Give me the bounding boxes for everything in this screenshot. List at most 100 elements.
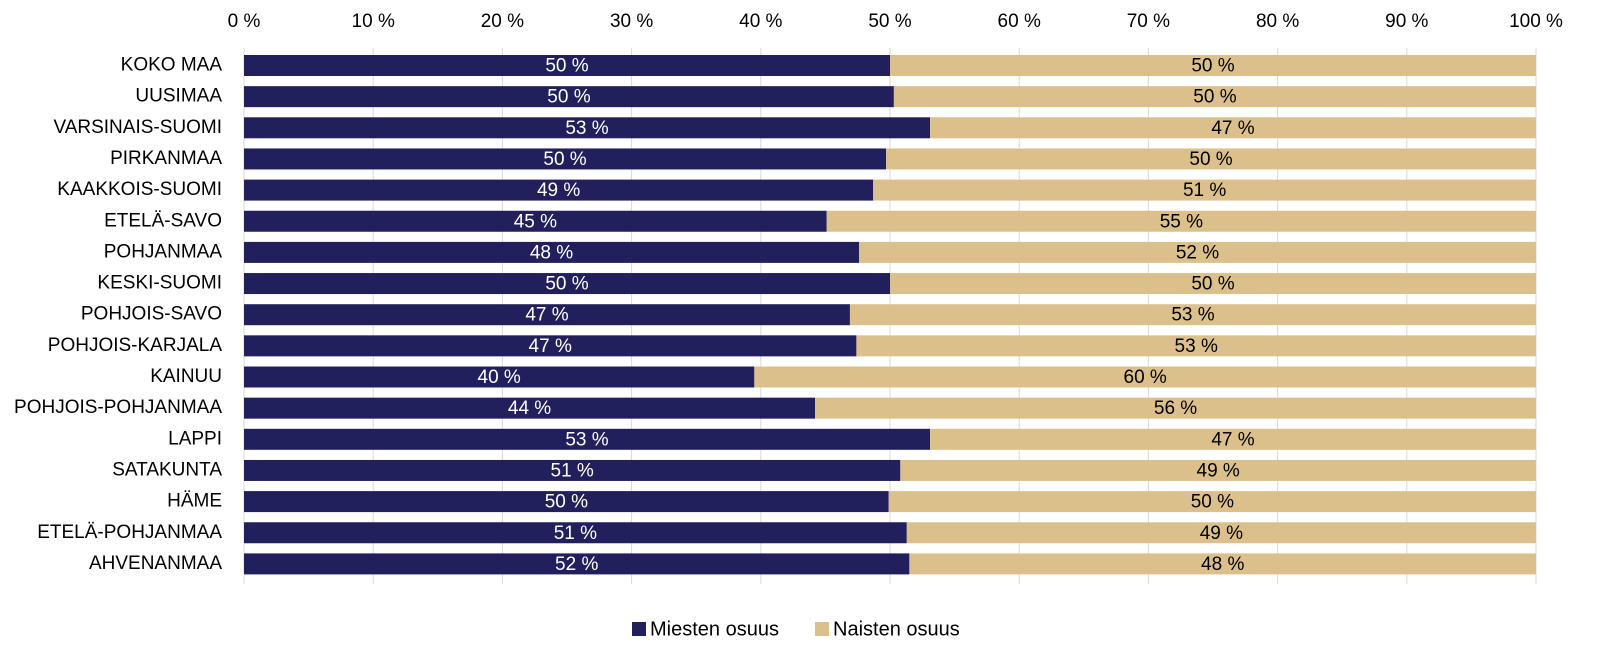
category-label: KESKI-SUOMI (97, 273, 222, 294)
category-label: HÄME (167, 491, 222, 512)
category-label: POHJANMAA (104, 241, 223, 262)
bar-miesten (244, 273, 890, 295)
category-label: POHJOIS-KARJALA (48, 335, 223, 356)
bar-naisten (893, 86, 1536, 108)
category-label: KAAKKOIS-SUOMI (57, 179, 222, 200)
bar-naisten (930, 117, 1536, 139)
bar-naisten (909, 553, 1536, 575)
bar-naisten (890, 55, 1536, 76)
data-label: 49 % (537, 180, 580, 201)
category-label: VARSINAIS-SUOMI (53, 117, 222, 138)
data-label: 50 % (545, 274, 588, 295)
bar-miesten (244, 304, 850, 326)
data-label: 55 % (1160, 211, 1203, 232)
data-label: 47 % (1211, 118, 1254, 139)
data-label: 47 % (525, 305, 568, 326)
bar-naisten (849, 304, 1536, 326)
legend: Miesten osuus Naisten osuus (632, 618, 960, 640)
bar-miesten (244, 459, 901, 481)
data-label: 49 % (1200, 523, 1243, 544)
data-label: 51 % (554, 523, 597, 544)
category-label: ETELÄ-SAVO (104, 210, 222, 231)
bar-miesten (244, 241, 859, 263)
data-label: 52 % (1176, 242, 1219, 263)
x-tick-label: 80 % (1256, 11, 1299, 32)
category-label: POHJOIS-SAVO (81, 304, 222, 325)
bar-naisten (890, 273, 1536, 295)
data-label: 50 % (543, 149, 586, 170)
x-tick-label: 30 % (610, 11, 653, 32)
x-tick-label: 0 % (228, 11, 261, 32)
data-label: 53 % (565, 118, 608, 139)
bar-miesten (244, 366, 755, 388)
bar-naisten (856, 335, 1536, 357)
data-label: 49 % (1197, 460, 1240, 481)
category-label: KAINUU (150, 366, 222, 387)
bar-miesten (244, 179, 874, 201)
category-label: POHJOIS-POHJANMAA (14, 397, 222, 418)
x-tick-label: 20 % (481, 11, 524, 32)
data-label: 52 % (555, 554, 598, 575)
bar-naisten (888, 491, 1536, 513)
x-tick-label: 70 % (1127, 11, 1170, 32)
bar-naisten (815, 397, 1536, 419)
bar-miesten (244, 491, 889, 513)
bar-naisten (873, 179, 1536, 201)
data-label: 53 % (1175, 336, 1218, 357)
category-label: PIRKANMAA (110, 148, 222, 169)
x-tick-label: 90 % (1385, 11, 1428, 32)
x-tick-label: 100 % (1509, 11, 1563, 32)
legend-label: Naisten osuus (833, 618, 960, 640)
bars: 50 % 50 % 50 % 50 % 53 % 47 % 50 % 50 % 49 % 51 %… (244, 55, 1536, 575)
bar-miesten (244, 397, 816, 419)
bar-miesten (244, 86, 894, 108)
bar-miesten (244, 335, 857, 357)
data-label: 48 % (1201, 554, 1244, 575)
data-label: 56 % (1154, 398, 1197, 419)
bar-miesten (244, 148, 887, 170)
x-tick-label: 10 % (352, 11, 395, 32)
category-label: KOKO MAA (121, 55, 223, 76)
data-label: 45 % (514, 211, 557, 232)
bar-miesten (244, 117, 931, 139)
data-label: 53 % (1171, 305, 1214, 326)
bar-naisten (886, 148, 1536, 170)
data-label: 50 % (545, 492, 588, 513)
bar-naisten (754, 366, 1536, 388)
data-label: 50 % (1191, 56, 1234, 77)
bar-naisten (906, 522, 1536, 544)
bar-miesten (244, 553, 910, 575)
data-label: 48 % (530, 242, 573, 263)
category-label: AHVENANMAA (89, 553, 222, 574)
x-tick-label: 60 % (998, 11, 1041, 32)
bar-miesten (244, 55, 890, 76)
data-label: 47 % (529, 336, 572, 357)
data-label: 44 % (508, 398, 551, 419)
bar-miesten (244, 522, 907, 544)
data-label: 50 % (545, 56, 588, 77)
bar-naisten (826, 210, 1536, 232)
legend-label: Miesten osuus (650, 618, 779, 640)
data-label: 50 % (1191, 492, 1234, 513)
data-label: 51 % (1183, 180, 1226, 201)
data-label: 51 % (551, 460, 594, 481)
data-label: 50 % (1189, 149, 1232, 170)
legend-swatch (815, 622, 829, 636)
data-label: 47 % (1211, 429, 1254, 450)
data-label: 60 % (1124, 367, 1167, 388)
bar-naisten (858, 241, 1536, 263)
bar-miesten (244, 210, 827, 232)
data-label: 50 % (1191, 274, 1234, 295)
category-label: UUSIMAA (135, 86, 222, 107)
data-label: 53 % (565, 429, 608, 450)
bar-naisten (900, 459, 1536, 481)
data-label: 50 % (547, 87, 590, 108)
x-tick-label: 50 % (868, 11, 911, 32)
category-labels: KOKO MAA UUSIMAA VARSINAIS-SUOMI PIRKANMAA K… (14, 55, 222, 574)
category-label: LAPPI (168, 428, 222, 449)
bar-naisten (930, 428, 1536, 450)
category-label: SATAKUNTA (112, 459, 222, 480)
x-tick-label: 40 % (739, 11, 782, 32)
